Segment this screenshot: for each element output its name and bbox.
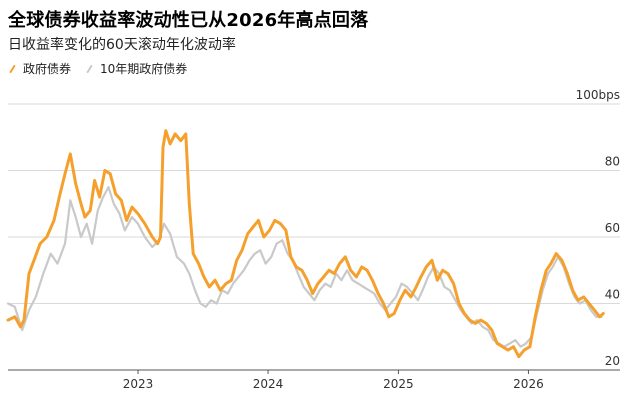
series-line-government-bonds [6, 129, 605, 359]
legend-label-government-bonds: 政府债券 [23, 62, 72, 76]
chart-subtitle: 日收益率变化的60天滚动年化波动率 [8, 37, 236, 53]
x-tick-label-2026: 2026 [513, 377, 544, 391]
y-tick-label-80: 80 [605, 155, 620, 169]
series-line-10y-government-bonds [6, 186, 603, 348]
x-tick-label-2023: 2023 [123, 377, 154, 391]
y-tick-label-100: 100bps [576, 88, 620, 102]
x-tick-label-2024: 2024 [253, 377, 284, 391]
y-tick-label-40: 40 [605, 288, 620, 302]
legend-item-10y-government-bonds: 10年期政府债券 [85, 60, 187, 77]
chart-legend: 政府债券 10年期政府债券 [8, 60, 187, 77]
y-tick-label-20: 20 [605, 354, 620, 368]
chart-title: 全球债券收益率波动性已从2026年高点回落 [8, 10, 369, 31]
legend-label-10y-government-bonds: 10年期政府债券 [100, 62, 188, 76]
y-tick-label-60: 60 [605, 221, 620, 235]
legend-item-government-bonds: 政府债券 [8, 60, 71, 77]
x-tick-label-2025: 2025 [383, 377, 414, 391]
